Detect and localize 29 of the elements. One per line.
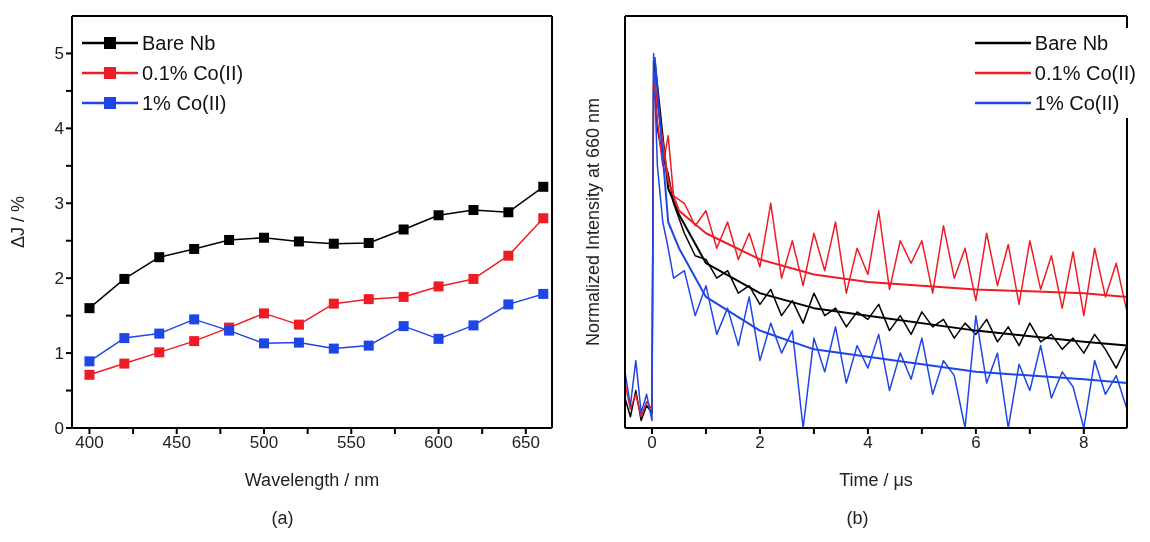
y-tick-label: 4 [54, 119, 64, 139]
legend-label: 0.1% Co(II) [1034, 61, 1136, 86]
x-tick-label: 4 [863, 433, 873, 453]
y-tick-label: 1 [54, 344, 64, 364]
x-tick-label: 450 [162, 433, 191, 453]
text: (a) [270, 508, 295, 529]
legend-label: Bare Nb [142, 31, 216, 56]
legend-label: 1% Co(II) [142, 91, 227, 116]
legend-label: Bare Nb [1034, 31, 1109, 56]
x-axis-title: Time / μs [839, 470, 913, 490]
y-tick-label: 2 [54, 269, 64, 289]
y-axis-title: Normalized Intensity at 660 nm [583, 97, 604, 347]
legend-label: 0.1% Co(II) [142, 61, 244, 86]
x-tick-label: 400 [75, 433, 104, 453]
text: (b) [845, 508, 870, 529]
x-tick-label: 0 [647, 433, 657, 453]
x-tick-label: 600 [424, 433, 453, 453]
x-tick-label: 2 [755, 433, 765, 453]
y-tick-label: 3 [54, 194, 64, 214]
x-tick-label: 650 [511, 433, 541, 453]
y-tick-label: 0 [54, 419, 64, 439]
x-tick-label: 8 [1079, 433, 1089, 453]
x-tick-label: 550 [337, 433, 366, 453]
y-tick-label: 5 [54, 44, 64, 64]
x-axis-title: Wavelength / nm [244, 470, 380, 490]
y-axis-title: ΔJ / % [8, 195, 29, 249]
x-tick-label: 6 [971, 433, 981, 453]
legend-label: 1% Co(II) [1034, 91, 1120, 116]
x-tick-label: 500 [249, 433, 279, 453]
